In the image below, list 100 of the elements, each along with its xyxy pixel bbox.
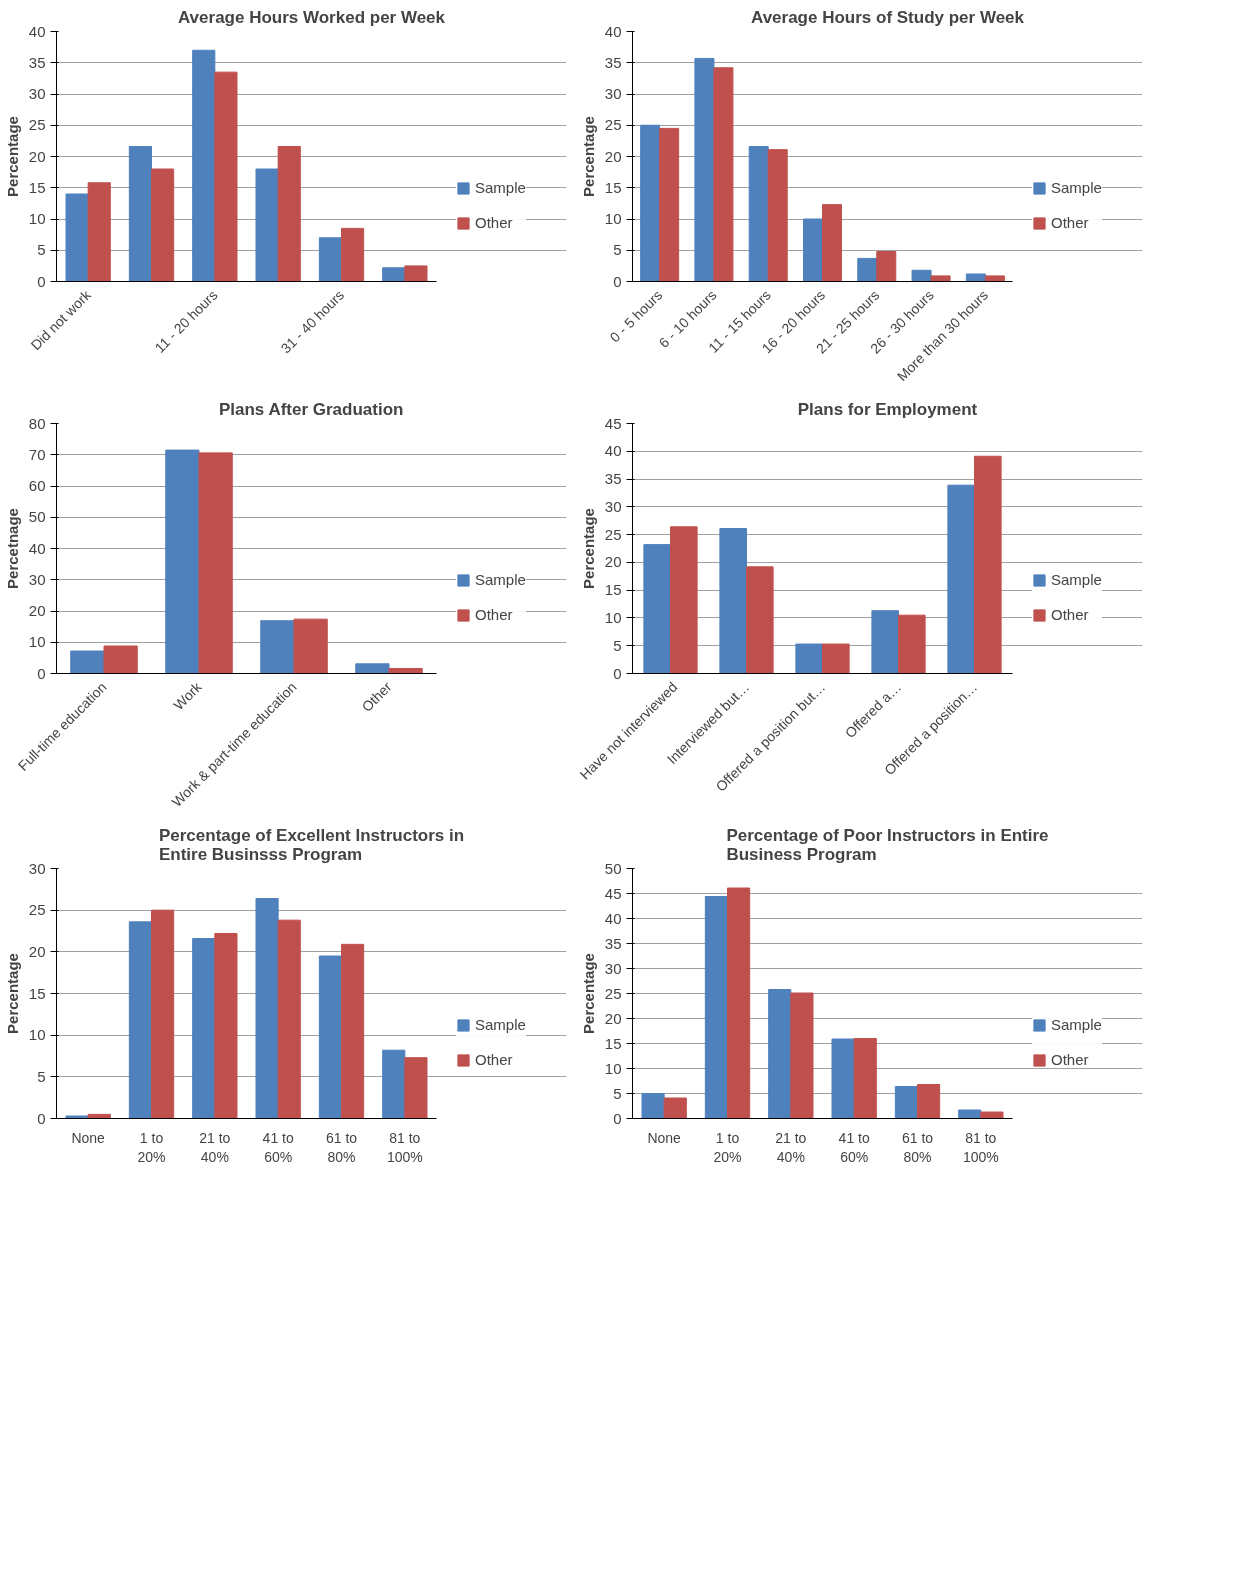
bar	[659, 127, 680, 282]
y-tick-label: 5	[37, 1067, 46, 1085]
y-tick-label: 15	[28, 178, 46, 196]
bar	[260, 620, 295, 674]
y-tick-label: 10	[28, 633, 46, 651]
y-axis-title: Percentage	[579, 953, 597, 1034]
y-tick-label: 10	[28, 210, 46, 227]
legend-label: Sample	[475, 571, 526, 588]
y-tick-label: 40	[28, 539, 46, 557]
chart-title: Average Hours Worked per Week	[177, 7, 446, 27]
bar	[355, 663, 390, 674]
bar	[404, 1057, 428, 1119]
bar	[974, 455, 1002, 674]
y-tick-label: 50	[604, 859, 622, 877]
y-tick-label: 35	[604, 470, 622, 488]
x-tick-label: None	[647, 1129, 682, 1146]
y-tick-label: 15	[604, 1034, 622, 1052]
bar	[857, 257, 878, 282]
bar	[853, 1038, 877, 1119]
y-tick-label: 80	[28, 414, 46, 432]
chart-title: Percentage of Poor Instructors in Entire Business Program	[726, 825, 1049, 864]
legend-label: Sample	[1051, 179, 1102, 196]
y-tick-label: 10	[28, 1026, 46, 1044]
bar	[831, 1038, 855, 1119]
x-tick-label: 41 to 60%	[262, 1129, 294, 1165]
bar	[128, 921, 152, 1119]
bar	[719, 528, 747, 674]
bar	[871, 610, 899, 674]
bar	[911, 269, 932, 282]
bar	[277, 919, 301, 1119]
legend-label: Other	[1051, 214, 1089, 231]
x-tick-label: 1 to 20%	[137, 1129, 166, 1165]
y-tick-label: 30	[28, 85, 46, 102]
bar	[293, 618, 328, 674]
bar	[917, 1084, 941, 1119]
bar	[192, 938, 216, 1119]
bar	[103, 645, 138, 674]
bar	[727, 887, 751, 1119]
bar	[768, 989, 792, 1119]
y-axis-title: Percentage	[579, 116, 597, 197]
y-tick-label: 25	[604, 525, 622, 543]
y-tick-label: 20	[28, 602, 46, 619]
bar	[958, 1109, 982, 1119]
x-tick-label: 21 to 40%	[775, 1129, 807, 1165]
legend-label: Other	[1051, 606, 1089, 623]
bar	[151, 168, 175, 282]
y-tick-label: 0	[613, 1109, 622, 1127]
y-tick-label: 10	[604, 1059, 622, 1077]
y-tick-label: 10	[604, 608, 622, 626]
y-tick-label: 30	[604, 497, 622, 515]
x-tick-label: 21 to 40%	[199, 1129, 231, 1165]
y-tick-label: 0	[37, 664, 46, 682]
bar	[198, 452, 233, 674]
bar	[255, 168, 279, 282]
y-tick-label: 20	[604, 1009, 622, 1027]
bar	[318, 237, 342, 282]
x-tick-label: 61 to 80%	[325, 1129, 358, 1165]
bar	[694, 57, 715, 282]
y-tick-label: 20	[604, 147, 622, 165]
x-tick-label: None	[71, 1129, 106, 1146]
legend-label: Other	[475, 1051, 513, 1068]
y-tick-label: 70	[28, 445, 46, 463]
x-tick-label: 1 to 20%	[713, 1129, 742, 1165]
bar	[930, 275, 951, 282]
bar	[341, 227, 365, 282]
y-tick-label: 60	[28, 477, 46, 494]
y-tick-label: 35	[28, 53, 46, 71]
chart-title: Percentage of Excellent Instructors in Entire Businsss Program	[158, 825, 465, 864]
bar	[790, 992, 814, 1119]
y-tick-label: 25	[28, 116, 46, 134]
y-tick-label: 0	[613, 664, 622, 682]
x-tick-label: 81 to 100%	[962, 1129, 999, 1165]
y-tick-label: 5	[613, 636, 622, 654]
bar	[214, 71, 238, 282]
chart-title: Plans After Graduation	[218, 399, 404, 419]
bar	[984, 275, 1005, 282]
y-axis-title: Percentage	[3, 116, 21, 197]
bar	[165, 449, 200, 674]
y-tick-label: 5	[37, 241, 46, 259]
bar	[980, 1111, 1004, 1119]
bar	[382, 267, 406, 282]
bar	[748, 146, 769, 282]
y-tick-label: 45	[604, 884, 622, 902]
y-tick-label: 10	[604, 210, 622, 227]
bar	[822, 204, 842, 282]
bar	[87, 182, 111, 282]
chart-title: Average Hours of Study per Week	[750, 7, 1025, 27]
y-tick-label: 25	[28, 901, 46, 919]
y-tick-label: 5	[613, 241, 622, 259]
y-axis-title: Percentage	[3, 953, 21, 1034]
y-tick-label: 50	[28, 508, 46, 526]
y-tick-label: 15	[604, 581, 622, 599]
bar	[898, 614, 926, 674]
bar	[713, 67, 734, 282]
bar	[382, 1049, 406, 1119]
y-tick-label: 20	[28, 147, 46, 165]
bar	[643, 544, 671, 674]
y-tick-label: 15	[604, 178, 622, 196]
bar	[128, 146, 152, 282]
bar	[746, 566, 774, 674]
